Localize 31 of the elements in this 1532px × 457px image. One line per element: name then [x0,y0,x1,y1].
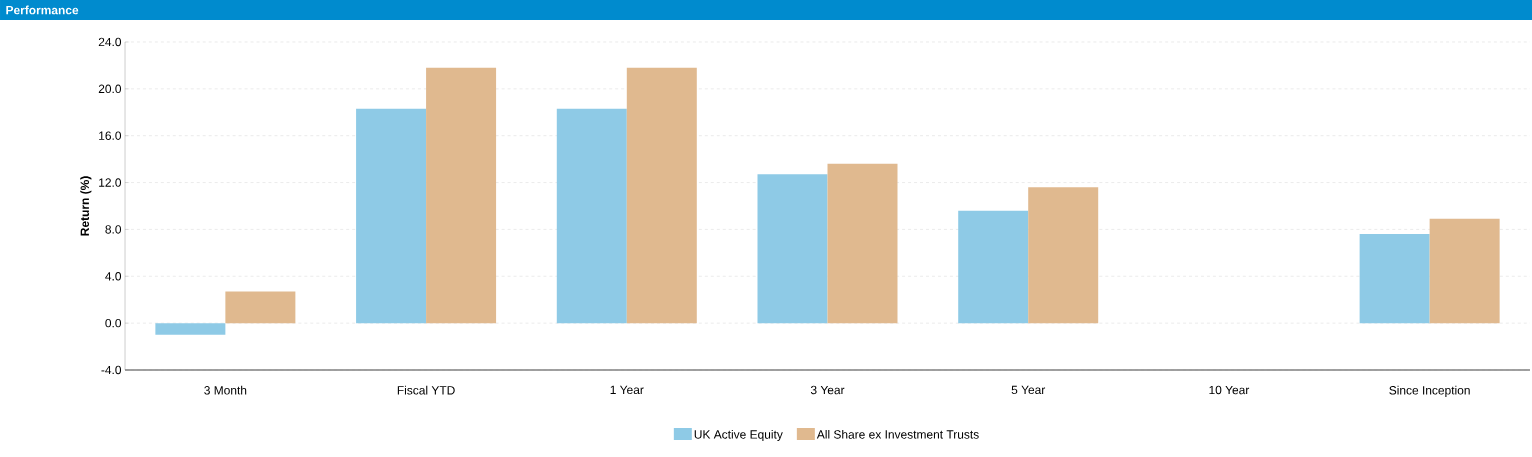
y-tick-label: -4.0 [101,365,122,375]
y-tick-label: 8.0 [105,225,122,234]
bar [827,163,898,324]
y-axis-title: Return (%) [80,176,92,236]
bar [225,291,296,324]
x-tick-label: Since Inception [1389,385,1470,397]
y-tick-label: 20.0 [98,84,122,94]
bar [155,323,226,335]
y-tick-label: 4.0 [105,272,122,281]
x-tick-label: 3 Year [810,385,845,395]
bar [426,67,497,324]
y-tick-label: 16.0 [99,131,122,140]
bar [356,108,427,324]
x-tick-label: 1 Year [610,385,644,395]
bar [1429,218,1500,324]
legend-label: UK Active Equity [694,429,783,442]
legend-label: All Share ex Investment Trusts [816,429,979,439]
x-tick-label: 5 Year [1011,385,1046,395]
x-tick-label: 10 Year [1209,385,1250,395]
bar [556,108,627,324]
bar [757,174,828,324]
bar [1028,187,1099,324]
y-tick-label: 24.0 [98,37,122,47]
x-tick-label: 3 Month [204,385,247,395]
bar [626,67,697,324]
bar [1359,234,1430,324]
y-tick-label: 0.0 [105,318,122,328]
y-tick-label: 12.0 [99,178,122,187]
bar [958,210,1029,324]
chart-title: Performance [6,5,79,15]
x-tick-label: Fiscal YTD [397,385,455,395]
